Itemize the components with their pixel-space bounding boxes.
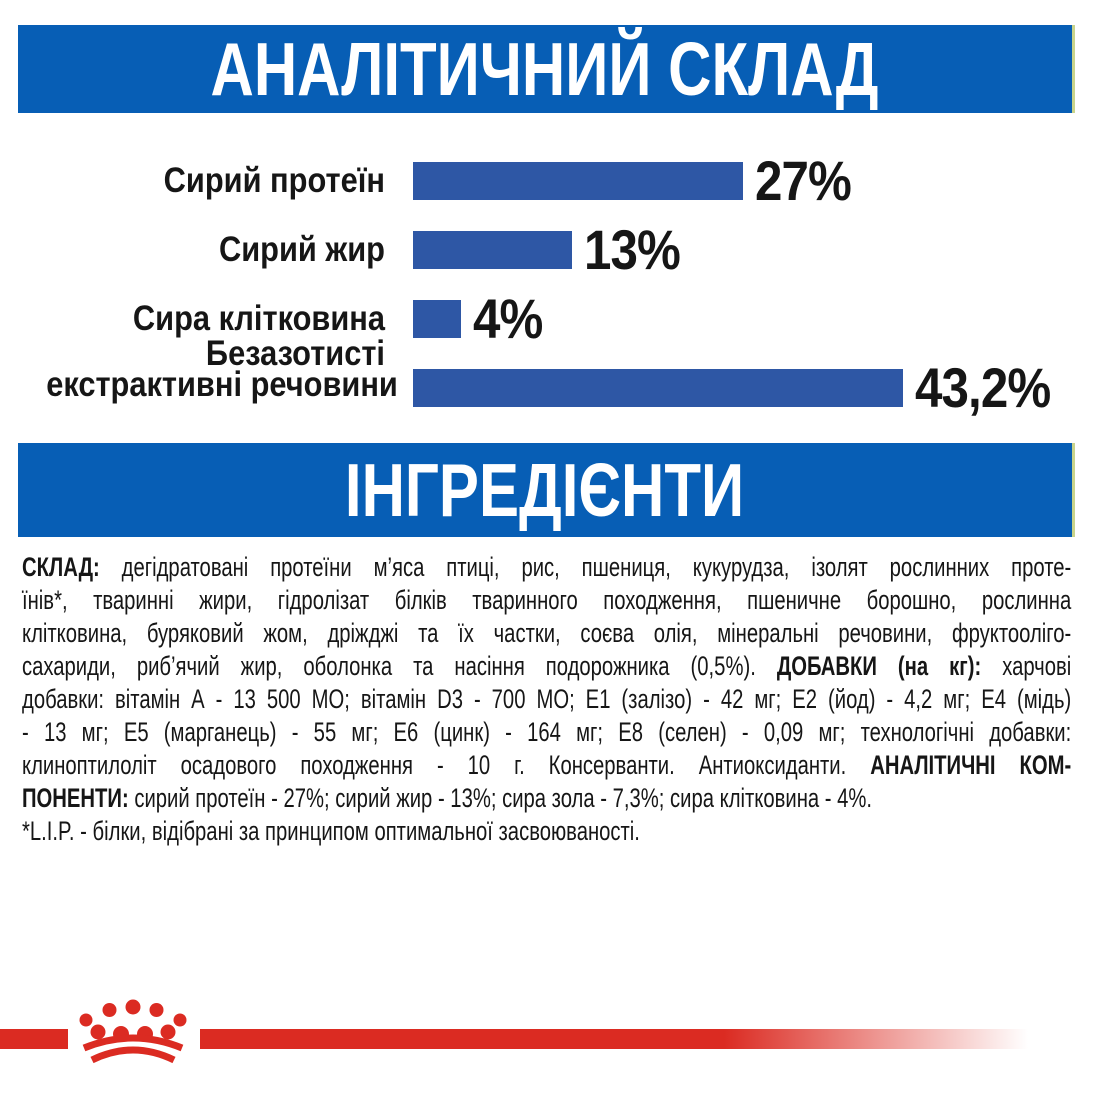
chart-row: Сирий жир 13%: [0, 215, 1093, 284]
chart-bar: [413, 161, 743, 200]
ingredients-line: СКЛАД: дегідратовані протеїни м’яса птиц…: [22, 552, 1072, 582]
ingredients-line: їнів*, тваринні жири, гідролізат білків …: [22, 585, 1072, 615]
ingredients-line: - 13 мг; Е5 (марганець) - 55 мг; Е6 (цин…: [22, 717, 1072, 747]
chart-row: Безазотисті екстрактивні речовини 43,2%: [0, 336, 1093, 422]
chart-value-label: 27%: [755, 149, 852, 212]
ingredients-line: добавки: вітамін А - 13 500 МО; вітамін …: [22, 684, 1072, 714]
chart-category-label: Сирий жир: [218, 230, 385, 269]
chart-row: Сира клітковина 4%: [0, 284, 1093, 353]
ingredients-line: *L.I.P. - білки, відібрані за принципом …: [22, 816, 640, 846]
chart-category-label: Безазотисті екстрактивні речовини: [46, 333, 398, 404]
brand-stripe-right: [200, 1029, 1045, 1049]
chart-value-label: 13%: [584, 218, 681, 281]
chart-bar: [413, 368, 903, 407]
ingredients-title: ІНГРЕДІЄНТИ: [345, 448, 745, 532]
analytical-composition-title: АНАЛІТИЧНИЙ СКЛАД: [210, 27, 880, 111]
ingredients-line: клиноптилоліт осадового походження - 10 …: [22, 750, 1072, 780]
chart-category-label: Сирий протеїн: [163, 161, 385, 200]
ingredients-line: клітковина, буряковий жом, дріжджі та їх…: [22, 618, 1072, 648]
royal-canin-crown-icon: [79, 999, 187, 1064]
chart-bar: [413, 230, 572, 269]
chart-bar: [413, 299, 461, 338]
ingredients-line: ПОНЕНТИ: сирий протеїн - 27%; сирий жир …: [22, 783, 873, 813]
ingredients-text: СКЛАД: дегідратовані протеїни м’яса птиц…: [22, 551, 1071, 848]
chart-value-label: 43,2%: [915, 356, 1051, 419]
chart-category-label: Сира клітковина: [132, 299, 385, 338]
ingredients-banner: ІНГРЕДІЄНТИ: [18, 443, 1075, 537]
analytical-composition-banner: АНАЛІТИЧНИЙ СКЛАД: [18, 25, 1075, 113]
ingredients-line: сахариди, риб’ячий жир, оболонка та насі…: [22, 651, 1072, 681]
brand-stripe-left: [0, 1029, 68, 1049]
bar-chart: Сирий протеїн 27% Сирий жир 13% Сира клітков…: [0, 146, 1093, 422]
chart-value-label: 4%: [473, 287, 543, 350]
chart-row: Сирий протеїн 27%: [0, 146, 1093, 215]
